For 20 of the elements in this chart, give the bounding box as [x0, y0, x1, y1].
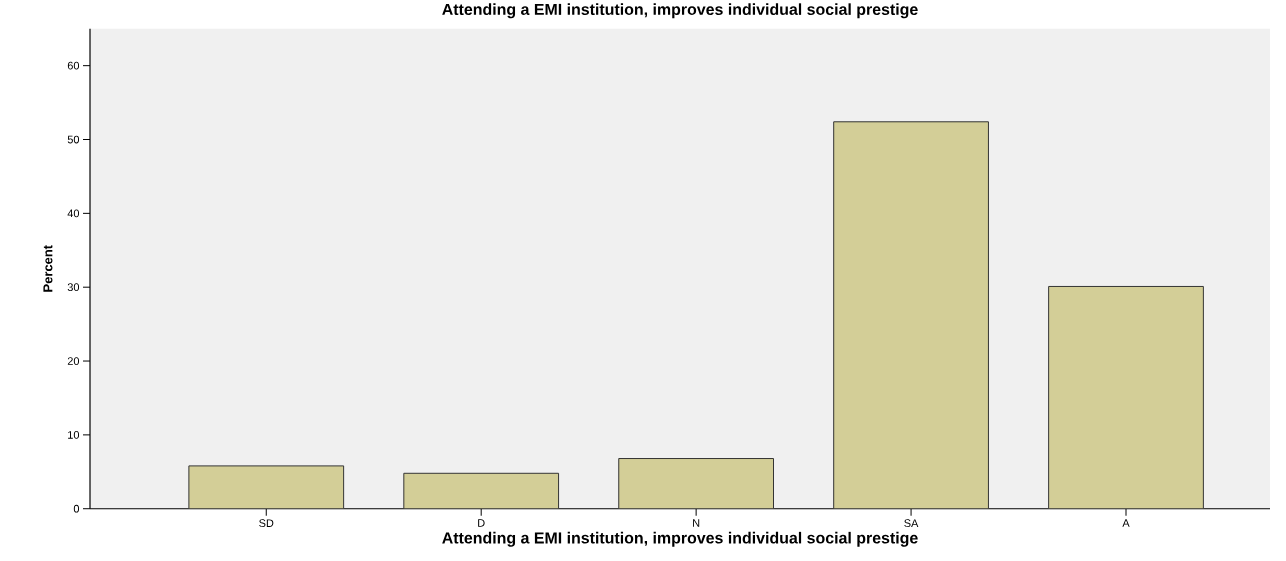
y-tick-label: 10: [68, 431, 80, 439]
x-tick-label: SA: [904, 519, 919, 528]
bar: [403, 472, 560, 509]
x-tick-label: D: [478, 519, 485, 527]
bar: [833, 121, 989, 509]
y-tick-label: 60: [67, 61, 80, 70]
x-tick-label: N: [693, 519, 700, 527]
y-tick-label: 20: [67, 357, 80, 366]
y-tick-label: 30: [67, 283, 80, 292]
bar: [1048, 286, 1204, 509]
bar: [188, 465, 345, 509]
x-axis-title: Attending a EMI institution, improves individual social prestige: [442, 531, 918, 547]
bar: [618, 458, 775, 509]
x-tick-label: SD: [259, 519, 274, 528]
y-axis-title: Percent: [43, 245, 53, 292]
chart-title: Attending a EMI institution, improves individual social prestige: [442, 3, 918, 19]
y-tick-label: 50: [67, 135, 80, 144]
x-tick-label: A: [1122, 519, 1130, 527]
y-tick-label: 0: [73, 504, 80, 513]
y-tick-label: 40: [67, 209, 80, 218]
